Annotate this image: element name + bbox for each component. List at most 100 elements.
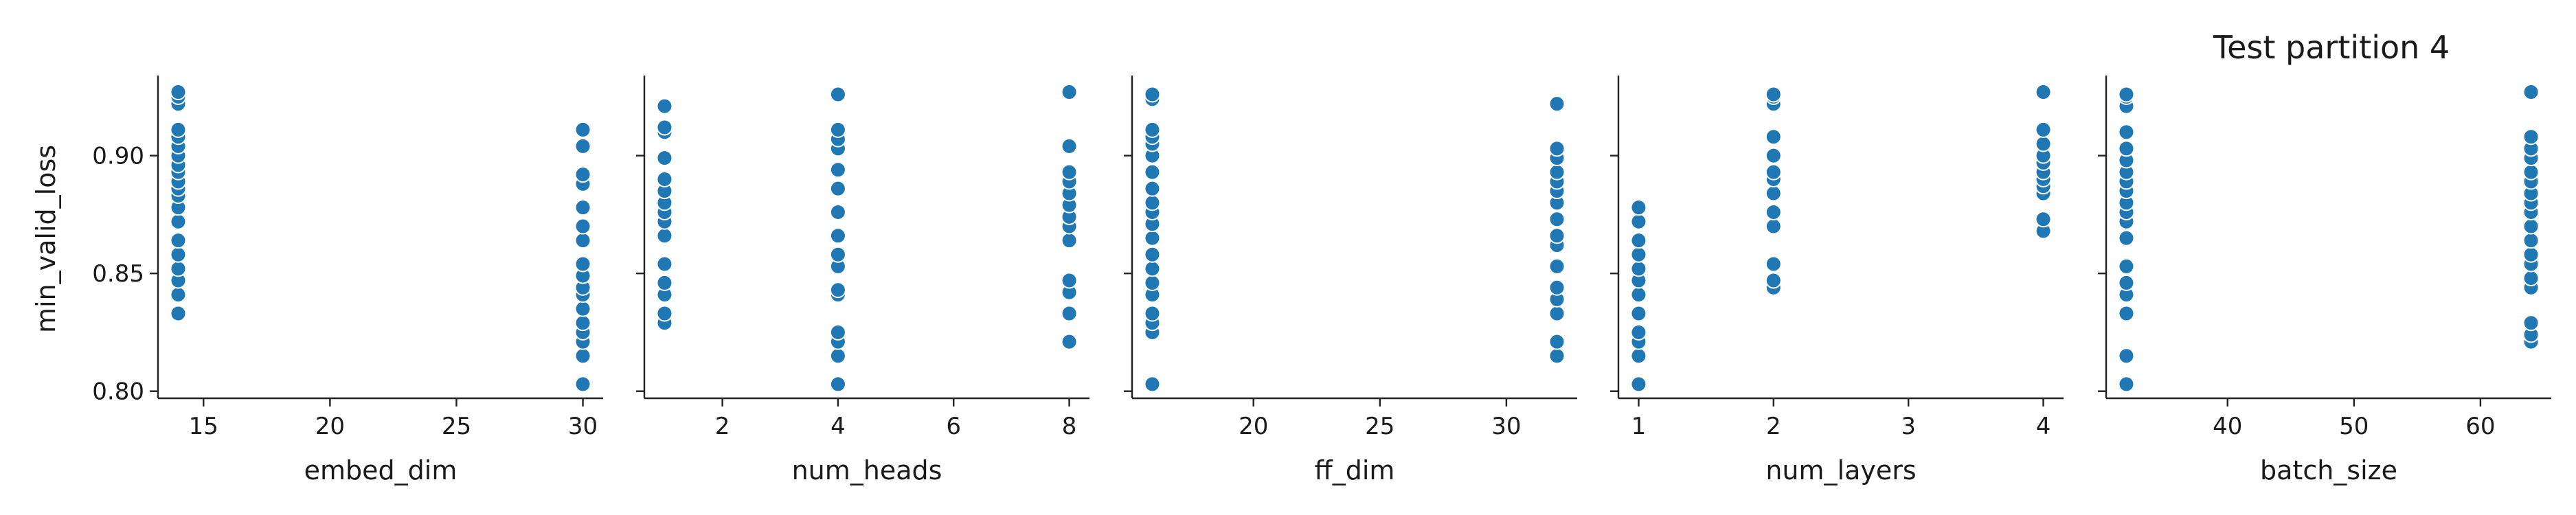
data-point — [170, 286, 187, 304]
data-point — [170, 213, 187, 230]
data-point — [829, 376, 846, 393]
data-point — [656, 98, 673, 115]
data-point — [1548, 279, 1566, 296]
data-point — [1765, 163, 1782, 181]
x-tick-label: 6 — [946, 413, 961, 440]
data-point — [1144, 86, 1161, 103]
data-point — [1765, 272, 1782, 289]
data-point — [574, 232, 591, 249]
x-tick-label: 8 — [1062, 413, 1077, 440]
x-tick-label: 4 — [2036, 413, 2051, 440]
data-point — [1548, 211, 1566, 228]
data-point — [2118, 258, 2135, 275]
data-point — [170, 232, 187, 249]
data-point — [1144, 305, 1161, 322]
data-point — [574, 166, 591, 183]
data-point — [656, 119, 673, 136]
data-point — [2118, 229, 2135, 247]
x-axis-label: ff_dim — [1315, 455, 1395, 485]
data-point — [1630, 199, 1647, 216]
data-point — [1144, 121, 1161, 138]
data-point — [2522, 163, 2540, 181]
data-point — [1765, 128, 1782, 146]
data-point — [656, 274, 673, 291]
data-point — [1765, 147, 1782, 164]
data-point — [170, 121, 187, 138]
data-point — [574, 255, 591, 273]
data-point — [1630, 376, 1647, 393]
data-point — [2118, 124, 2135, 141]
data-point — [1061, 232, 1078, 249]
data-point — [2035, 211, 2052, 228]
data-point — [829, 282, 846, 299]
x-tick-label: 25 — [1365, 413, 1394, 440]
data-point — [1144, 229, 1161, 247]
data-point — [2522, 84, 2540, 101]
panel-num-layers: 1 2 3 4 num_layers — [1610, 76, 2064, 485]
x-tick-label: 20 — [1239, 413, 1268, 440]
data-point — [1765, 255, 1782, 273]
data-point — [1630, 286, 1647, 304]
data-point — [829, 246, 846, 263]
data-point — [1144, 180, 1161, 197]
data-point — [829, 121, 846, 138]
data-point — [1144, 260, 1161, 277]
data-point — [2035, 84, 2052, 101]
data-point — [2118, 305, 2135, 322]
x-tick-label: 15 — [189, 413, 218, 440]
x-tick-label: 25 — [442, 413, 471, 440]
x-tick-label: 30 — [568, 413, 598, 440]
data-point — [829, 86, 846, 103]
y-axis-label: min_valid_loss — [31, 145, 61, 333]
x-tick-label: 2 — [1766, 413, 1781, 440]
data-point — [829, 227, 846, 244]
data-point — [1548, 258, 1566, 275]
data-point — [1548, 333, 1566, 350]
data-point — [2522, 270, 2540, 287]
data-point — [574, 137, 591, 154]
data-point — [2035, 121, 2052, 138]
x-tick-label: 1 — [1631, 413, 1647, 440]
data-point — [1061, 333, 1078, 350]
data-point — [1061, 163, 1078, 181]
data-point — [574, 300, 591, 317]
x-axis-label: num_layers — [1765, 455, 1916, 485]
x-axis-label: embed_dim — [304, 455, 457, 485]
data-point — [2522, 246, 2540, 263]
y-tick-label: 0.90 — [92, 143, 144, 170]
data-point — [1548, 227, 1566, 244]
data-point — [1144, 163, 1161, 181]
data-point — [1630, 213, 1647, 230]
data-point — [829, 323, 846, 341]
x-tick-label: 4 — [831, 413, 846, 440]
x-tick-label: 30 — [1491, 413, 1521, 440]
data-point — [170, 305, 187, 322]
data-point — [1144, 274, 1161, 291]
data-point — [1548, 140, 1566, 157]
data-point — [1548, 305, 1566, 322]
data-point — [574, 376, 591, 393]
x-axis-label: num_heads — [792, 455, 942, 485]
data-point — [2035, 135, 2052, 152]
data-point — [1548, 163, 1566, 181]
x-tick-label: 2 — [715, 413, 730, 440]
x-tick-label: 50 — [2339, 413, 2369, 440]
panel-embed-dim: 0.80 0.85 0.90 15 20 25 30 embed_dim — [92, 76, 603, 485]
data-point — [574, 121, 591, 138]
data-point — [2522, 232, 2540, 249]
panel-num-heads: 2 4 6 8 num_heads — [636, 76, 1089, 485]
data-point — [574, 199, 591, 216]
data-point — [574, 218, 591, 235]
data-point — [829, 161, 846, 179]
x-axis-label: batch_size — [2260, 455, 2397, 485]
x-tick-label: 20 — [315, 413, 345, 440]
data-point — [1061, 305, 1078, 322]
data-point — [656, 305, 673, 322]
y-tick-label: 0.85 — [92, 260, 144, 288]
data-point — [656, 227, 673, 244]
data-point — [1765, 218, 1782, 235]
data-point — [656, 170, 673, 187]
y-tick-label: 0.80 — [92, 378, 144, 406]
